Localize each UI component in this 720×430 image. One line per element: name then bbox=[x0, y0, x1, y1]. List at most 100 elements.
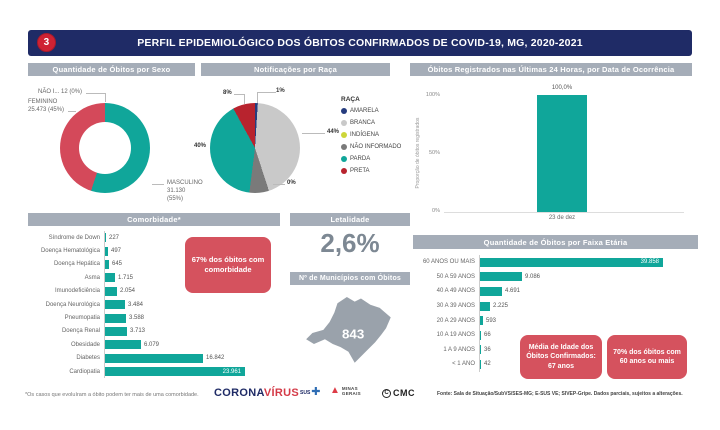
bar-zone: 3.484 bbox=[104, 297, 280, 312]
y-tick-100: 100% bbox=[425, 92, 440, 98]
faixa-callout-60mais: 70% dos óbitos com 60 anos ou mais bbox=[607, 335, 687, 379]
bar bbox=[480, 359, 481, 369]
bar bbox=[105, 233, 106, 243]
legend-label: INDÍGENA bbox=[350, 132, 380, 138]
bar-zone: 3.588 bbox=[104, 311, 280, 325]
bar-row: Asma 1.715 bbox=[28, 271, 280, 285]
bar-row: < 1 ANO 42 bbox=[413, 357, 698, 372]
bar-value-label: 1.715 bbox=[118, 274, 134, 281]
bar-zone: 23.961 bbox=[104, 364, 280, 379]
leader-line bbox=[234, 94, 245, 104]
bar-zone: 4.691 bbox=[479, 284, 698, 299]
faixa-bars: 60 ANOS OU MAIS 39.858 50 A 59 ANOS 9.086 40… bbox=[413, 255, 698, 373]
bar-row: 20 A 29 ANOS 593 bbox=[413, 313, 698, 328]
bar bbox=[480, 316, 483, 326]
bar-category-label: Doença Neurológica bbox=[45, 301, 100, 308]
sexo-panel-header: Quantidade de Óbitos por Sexo bbox=[28, 63, 195, 76]
bar-zone: 227 bbox=[104, 231, 280, 245]
bar-value-label: 2.225 bbox=[493, 303, 509, 310]
donut-label-feminino: FEMININO 25.473 (45%) bbox=[28, 99, 65, 113]
bar-value-label: 9.086 bbox=[525, 273, 541, 280]
bar-value-label: 4.691 bbox=[505, 288, 521, 295]
bar-zone: 1.715 bbox=[104, 271, 280, 285]
virus-logo-text: VÍRUS bbox=[263, 387, 299, 399]
bar bbox=[480, 272, 522, 282]
raca-panel-header: Notificações por Raça bbox=[201, 63, 390, 76]
bar-category-label: < 1 ANO bbox=[452, 361, 475, 368]
bar-row: 1 A 9 ANOS 36 bbox=[413, 342, 698, 358]
legend-dot-icon bbox=[341, 120, 347, 126]
bar-category-label: 20 A 29 ANOS bbox=[436, 317, 475, 324]
bar-value-label: 3.588 bbox=[129, 315, 145, 322]
donut-label-masculino: MASCULINO 31.130 (55%) bbox=[167, 180, 203, 202]
bar bbox=[105, 273, 115, 283]
bar-zone: 593 bbox=[479, 313, 698, 328]
bar-category-label: Obesidade bbox=[70, 341, 100, 348]
cmc-logo: C CMC bbox=[382, 388, 415, 398]
legend-label: PARDA bbox=[350, 156, 371, 162]
bar-value-label: 6.079 bbox=[144, 341, 160, 348]
raca-pie bbox=[210, 103, 300, 193]
minas-gerais-logo: ▲ MINAS GERAIS bbox=[330, 385, 361, 397]
bar bbox=[105, 259, 109, 269]
bar-row: 60 ANOS OU MAIS 39.858 bbox=[413, 255, 698, 270]
bar-category-label: 40 A 49 ANOS bbox=[436, 288, 475, 295]
bar bbox=[105, 300, 125, 310]
cmc-logo-text: CMC bbox=[393, 388, 415, 398]
raca-legend: RAÇA AMARELA BRANCA INDÍGENA NÃO INFORMADO P… bbox=[341, 96, 401, 180]
mg-map-shape: 843 bbox=[306, 296, 391, 363]
bar: 23.961 bbox=[105, 367, 245, 377]
minas-triangle-icon: ▲ bbox=[330, 385, 340, 397]
raca-legend-title: RAÇA bbox=[341, 96, 360, 103]
legend-label: AMARELA bbox=[350, 108, 379, 114]
bar-category-label: Imunodeficiência bbox=[54, 288, 100, 295]
sus-cross-icon: ✚ bbox=[311, 386, 321, 398]
legend-label: PRETA bbox=[350, 168, 370, 174]
faixa-callout-media: Média de Idade dos Óbitos Confirmados: 6… bbox=[520, 335, 602, 379]
pie-label-branca: 44% bbox=[327, 129, 340, 135]
bar-row: Pneumopatia 3.588 bbox=[28, 311, 280, 325]
sus-logo-text: SUS bbox=[300, 389, 311, 396]
bar-category-label: 10 A 19 ANOS bbox=[436, 332, 475, 339]
x-axis-line bbox=[444, 212, 684, 213]
bar-value-label: 23.961 bbox=[222, 368, 241, 375]
bar-value-label: 66 bbox=[484, 332, 491, 339]
bar-zone: 39.858 bbox=[479, 255, 698, 270]
bar bbox=[105, 353, 203, 363]
municipios-panel-header: Nº de Municípios com Óbitos bbox=[290, 272, 410, 285]
municipios-value: 843 bbox=[342, 326, 364, 341]
bar bbox=[105, 326, 127, 336]
bar-category-label: Pneumopatia bbox=[64, 315, 100, 322]
bar-value-label: 2.054 bbox=[120, 288, 136, 295]
minas-logo-text: MINAS GERAIS bbox=[341, 386, 361, 397]
raca-pie-chart: 8% 1% 44% 0% 40% RAÇA AMARELA BRANCA INDÍG… bbox=[194, 80, 410, 210]
bar-zone: 36 bbox=[479, 342, 698, 358]
bar bbox=[480, 301, 490, 311]
bar-value-label: 3.713 bbox=[130, 328, 146, 335]
bar-category-label: 60 ANOS OU MAIS bbox=[422, 259, 475, 266]
legend-item: NÃO INFORMADO bbox=[341, 144, 401, 150]
bar-category-label: Síndrome de Down bbox=[48, 234, 100, 241]
bar-category-label: 50 A 59 ANOS bbox=[436, 273, 475, 280]
legend-dot-icon bbox=[341, 108, 347, 114]
bar bbox=[480, 330, 481, 340]
leader-line bbox=[152, 184, 164, 185]
bar-row: 10 A 19 ANOS 66 bbox=[413, 327, 698, 343]
bar-row: 30 A 39 ANOS 2.225 bbox=[413, 298, 698, 314]
leader-line bbox=[302, 133, 325, 134]
ultimas24-panel-header: Óbitos Registrados nas Últimas 24 Horas,… bbox=[410, 63, 692, 76]
bar-category-label: 30 A 39 ANOS bbox=[436, 303, 475, 310]
bar-row: Imunodeficiência 2.054 bbox=[28, 284, 280, 298]
leader-line bbox=[86, 93, 106, 102]
letalidade-value: 2,6% bbox=[320, 228, 380, 258]
source-text: Fonte: Sala de Situação/SubVS/SES-MG; E-… bbox=[437, 391, 683, 397]
page-number-badge: 3 bbox=[37, 33, 56, 52]
donut-hole bbox=[79, 122, 131, 174]
bar: 39.858 bbox=[480, 257, 663, 267]
legend-item: INDÍGENA bbox=[341, 132, 401, 138]
bar-category-label: Doença Hematológica bbox=[40, 248, 100, 255]
bar-row: Cardiopatia 23.961 bbox=[28, 364, 280, 379]
ultimas24-bar-chart: Proporção de óbitos registrados 100% 50%… bbox=[410, 80, 692, 225]
bar-category-label: 1 A 9 ANOS bbox=[443, 346, 475, 353]
bar-100pct bbox=[537, 95, 587, 212]
